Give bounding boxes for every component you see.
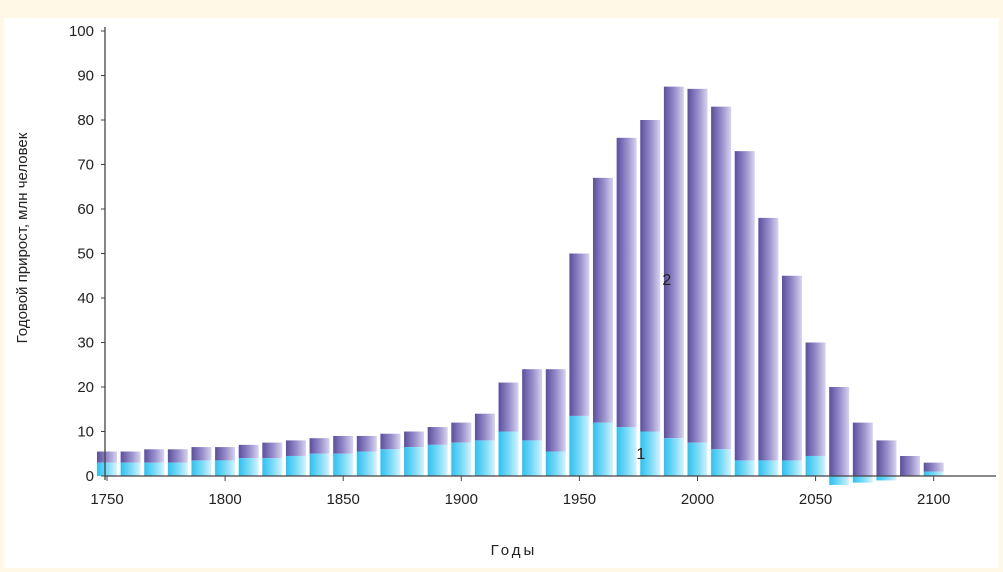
bar-series-2 [687, 88, 708, 443]
y-tick-label: 80 [77, 112, 94, 129]
bar-series-2 [380, 433, 401, 450]
bar-series-2 [356, 435, 377, 452]
bar-series-1 [498, 431, 519, 476]
y-tick-label: 100 [69, 23, 94, 40]
bar-series-2 [569, 253, 590, 416]
bar-series-1 [120, 462, 141, 476]
bar-series-1 [262, 458, 283, 476]
y-tick-label: 60 [77, 201, 94, 218]
bar-series-1 [711, 449, 732, 476]
x-tick-label: 2000 [681, 491, 714, 508]
bar-series-1 [687, 442, 708, 476]
bar-series-2 [498, 382, 519, 432]
bar-series-1 [593, 422, 614, 476]
chart-frame: Годовой прирост, млн человек Годы 0 10 20 3… [4, 18, 999, 568]
bar-series-1 [876, 476, 897, 481]
bar-series-2 [522, 369, 543, 441]
bar-series-2 [404, 431, 425, 448]
bar-series-2 [805, 342, 826, 456]
x-axis-title: Годы [491, 542, 538, 559]
x-tick-label: 1850 [327, 491, 360, 508]
series-marker-label: 1 [636, 446, 645, 463]
bar-series-1 [640, 431, 661, 476]
bar-series-2 [144, 449, 165, 463]
y-tick-label: 10 [77, 424, 94, 441]
bar-series-1 [522, 440, 543, 476]
y-tick-label: 90 [77, 68, 94, 85]
bar-series-1 [309, 453, 330, 476]
bar-series-1 [427, 444, 448, 476]
bar-series-2 [616, 137, 637, 428]
bar-series-1 [191, 460, 212, 476]
bar-series-2 [309, 438, 330, 454]
y-tick-label: 50 [77, 246, 94, 263]
x-tick-label: 1800 [208, 491, 241, 508]
bar-series-2 [215, 447, 236, 461]
bar-series-2 [734, 151, 755, 461]
y-tick-label: 30 [77, 335, 94, 352]
x-tick-label: 1950 [563, 491, 596, 508]
y-tick-label: 40 [77, 290, 94, 307]
y-tick-label: 20 [77, 379, 94, 396]
bar-series-1 [829, 476, 850, 485]
bar-series-2 [427, 427, 448, 445]
x-tick-label: 1900 [445, 491, 478, 508]
bar-series-1 [380, 449, 401, 476]
bar-series-1 [356, 451, 377, 476]
bar-series-1 [285, 455, 306, 476]
bar-series-1 [569, 415, 590, 476]
bar-series-1 [805, 455, 826, 476]
bar-series-2 [97, 451, 117, 463]
bar-series-1 [451, 442, 472, 476]
bar-series-2 [191, 447, 212, 461]
bar-series-2 [829, 387, 850, 476]
bar-series-1 [474, 440, 495, 476]
bar-series-1 [97, 462, 117, 476]
bar-series-2 [333, 435, 354, 454]
bar-series-2 [923, 462, 944, 472]
bar-series-2 [876, 440, 897, 476]
bar-series-2 [238, 444, 259, 459]
bar-series-1 [781, 460, 802, 476]
y-tick-label: 0 [86, 468, 94, 485]
bar-series-2 [663, 86, 684, 439]
bar-series-1 [238, 458, 259, 476]
bar-series-2 [593, 177, 614, 423]
bar-series-2 [545, 369, 566, 452]
bar-series-2 [711, 106, 732, 450]
bar-series-2 [900, 455, 921, 476]
bar-series-2 [758, 217, 779, 461]
bar-series-2 [120, 451, 141, 463]
bar-series-1 [333, 453, 354, 476]
y-tick-label: 70 [77, 157, 94, 174]
bar-series-1 [758, 460, 779, 476]
bar-series-1 [663, 438, 684, 476]
bar-series-1 [545, 451, 566, 476]
bar-series-1 [404, 447, 425, 476]
bar-series-2 [781, 275, 802, 461]
bar-series-1 [852, 476, 873, 483]
x-tick-label: 1750 [90, 491, 123, 508]
bar-series-1 [734, 460, 755, 476]
bar-series-2 [640, 120, 661, 432]
series-marker-label: 2 [662, 272, 671, 289]
bar-series-1 [215, 460, 236, 476]
bar-series-2 [285, 440, 306, 456]
bar-series-1 [167, 462, 188, 476]
bar-series-1 [923, 471, 944, 476]
x-tick-label: 2050 [799, 491, 832, 508]
bar-series-2 [474, 413, 495, 441]
bar-series-2 [852, 422, 873, 476]
bar-series-1 [144, 462, 165, 476]
bar-series-2 [167, 449, 188, 463]
x-tick-label: 2100 [917, 491, 950, 508]
bar-series-2 [262, 442, 283, 459]
y-axis-title: Годовой прирост, млн человек [14, 132, 31, 343]
bar-chart: Годовой прирост, млн человек Годы 0 10 20 3… [14, 23, 996, 559]
bar-series-1 [616, 427, 637, 476]
bar-series-2 [451, 422, 472, 443]
